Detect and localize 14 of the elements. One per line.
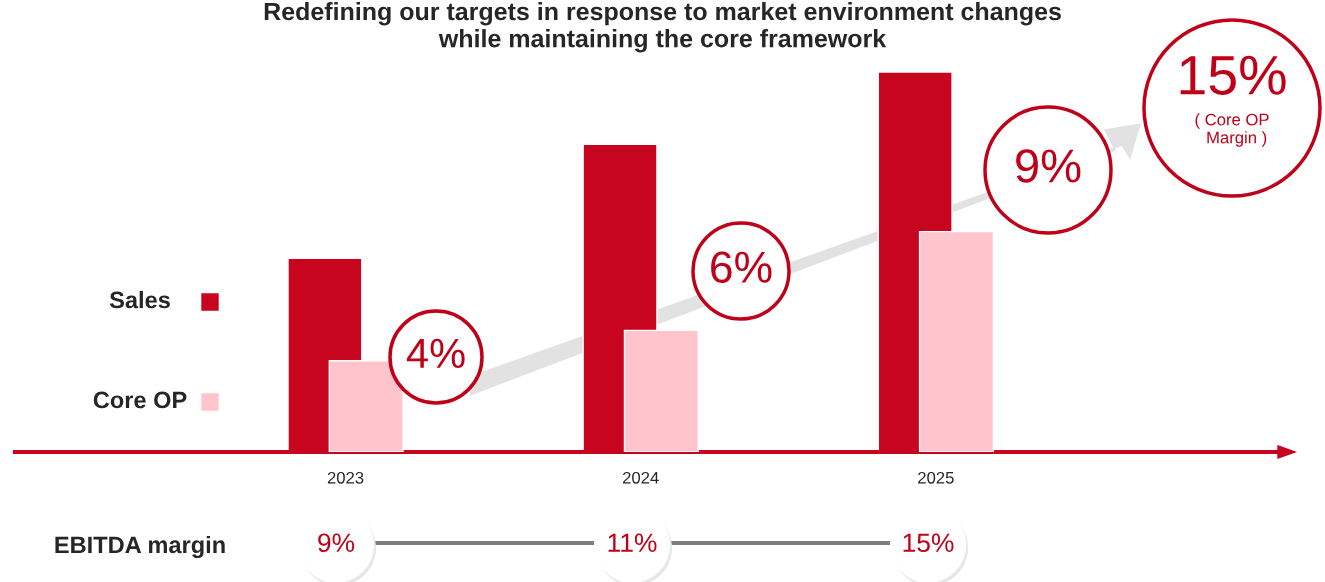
x-tick-label: 2023 — [327, 471, 364, 484]
annotation: 9% — [1016, 149, 1081, 183]
annotation: 15% ( Core OP Margin ) — [1180, 55, 1286, 147]
legend-label: Core OP — [93, 391, 187, 409]
chart-title: Redefining our targets in response to market environment changes while maintaining the core framework — [264, 2, 1061, 53]
text: 11% — [608, 533, 657, 552]
annotation: 6% — [711, 251, 772, 283]
text: 15% — [903, 533, 954, 553]
x-tick-label: 2025 — [918, 471, 954, 484]
legend-label: Sales — [109, 290, 170, 309]
text: EBITDA margin — [55, 535, 225, 559]
x-tick-label: 2024 — [623, 471, 659, 484]
annotation: 4% — [406, 338, 465, 369]
text: 9% — [318, 533, 355, 553]
